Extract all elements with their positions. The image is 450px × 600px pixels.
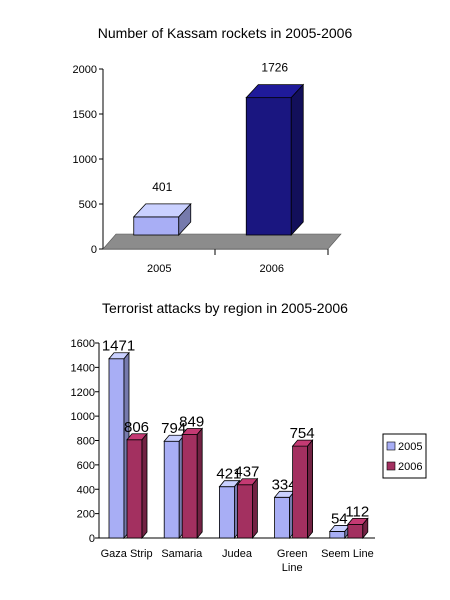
chart1-y-tick-label: 1500 — [73, 109, 97, 121]
chart1-bar — [245, 83, 305, 237]
chart1-y-tick-label: 2000 — [73, 64, 97, 76]
legend-swatch-2005 — [386, 441, 396, 451]
chart2-y-tick-label: 1200 — [71, 387, 95, 399]
chart1-value-label: 401 — [152, 180, 172, 194]
chart1-value-label: 1726 — [261, 61, 288, 75]
chart1-category-label: 2005 — [147, 263, 171, 275]
chart1-y-tick-label: 500 — [79, 199, 97, 211]
kassam-rockets-chart: Number of Kassam rockets in 2005-2006 0 5… — [73, 25, 353, 275]
chart1-category-label: 2006 — [260, 263, 284, 275]
chart2-value-label: 54 — [331, 510, 348, 527]
chart1-y-tick-label: 0 — [91, 244, 97, 256]
chart1-bar — [132, 202, 192, 237]
chart2-value-label: 849 — [179, 414, 204, 431]
chart2-category-label: Seem Line — [321, 548, 374, 560]
chart2-category-label: Green — [277, 548, 308, 560]
chart2-title: Terrorist attacks by region in 2005-2006 — [102, 300, 348, 316]
chart2-category-label: Line — [282, 562, 303, 574]
chart2-bar-2006 — [126, 432, 148, 540]
chart1-y-tick-label: 1000 — [73, 154, 97, 166]
chart2-value-label: 421 — [216, 466, 241, 483]
chart2-bar-2006 — [236, 477, 259, 540]
chart2-value-label: 1471 — [102, 338, 135, 355]
chart2-y-tick-label: 1400 — [71, 362, 95, 374]
chart2-value-label: 806 — [124, 419, 149, 436]
chart2-y-tick-label: 400 — [77, 484, 95, 496]
chart2-y-tick-label: 800 — [77, 436, 95, 448]
chart2-value-label: 437 — [234, 464, 259, 481]
chart2-category-label: Samaria — [161, 548, 203, 560]
legend-label-2005: 2005 — [398, 441, 422, 453]
chart2-value-label: 112 — [345, 503, 369, 520]
chart2-category-label: Gaza Strip — [101, 548, 153, 560]
chart2-y-tick-label: 200 — [77, 509, 95, 521]
chart2-bar-2005 — [218, 479, 241, 540]
chart2-value-label: 334 — [272, 476, 297, 493]
legend-swatch-2006 — [386, 461, 396, 471]
chart2-value-label: 794 — [161, 420, 186, 437]
chart1-floor — [102, 233, 342, 250]
chart2-y-tick-label: 0 — [89, 533, 95, 545]
chart2-value-label: 754 — [290, 425, 315, 442]
legend-box — [382, 433, 427, 479]
chart2-bar-2006 — [181, 427, 204, 540]
chart2-y-tick-label: 600 — [77, 460, 95, 472]
chart2-bar-2005 — [163, 434, 186, 540]
chart2-y-tick-label: 1000 — [71, 411, 95, 423]
chart2-y-tick-label: 1600 — [71, 338, 95, 350]
chart1-title: Number of Kassam rockets in 2005-2006 — [98, 25, 353, 41]
chart2-legend: 2005 2006 — [382, 433, 427, 479]
chart2-bar-2006 — [291, 439, 314, 540]
chart2-bar-2006 — [346, 517, 369, 540]
chart2-category-label: Judea — [222, 548, 253, 560]
chart2-bar-2005 — [108, 351, 130, 540]
legend-label-2006: 2006 — [398, 461, 422, 473]
attacks-by-region-chart: Terrorist attacks by region in 2005-2006… — [71, 300, 427, 574]
chart2-bar-2005 — [273, 490, 296, 540]
